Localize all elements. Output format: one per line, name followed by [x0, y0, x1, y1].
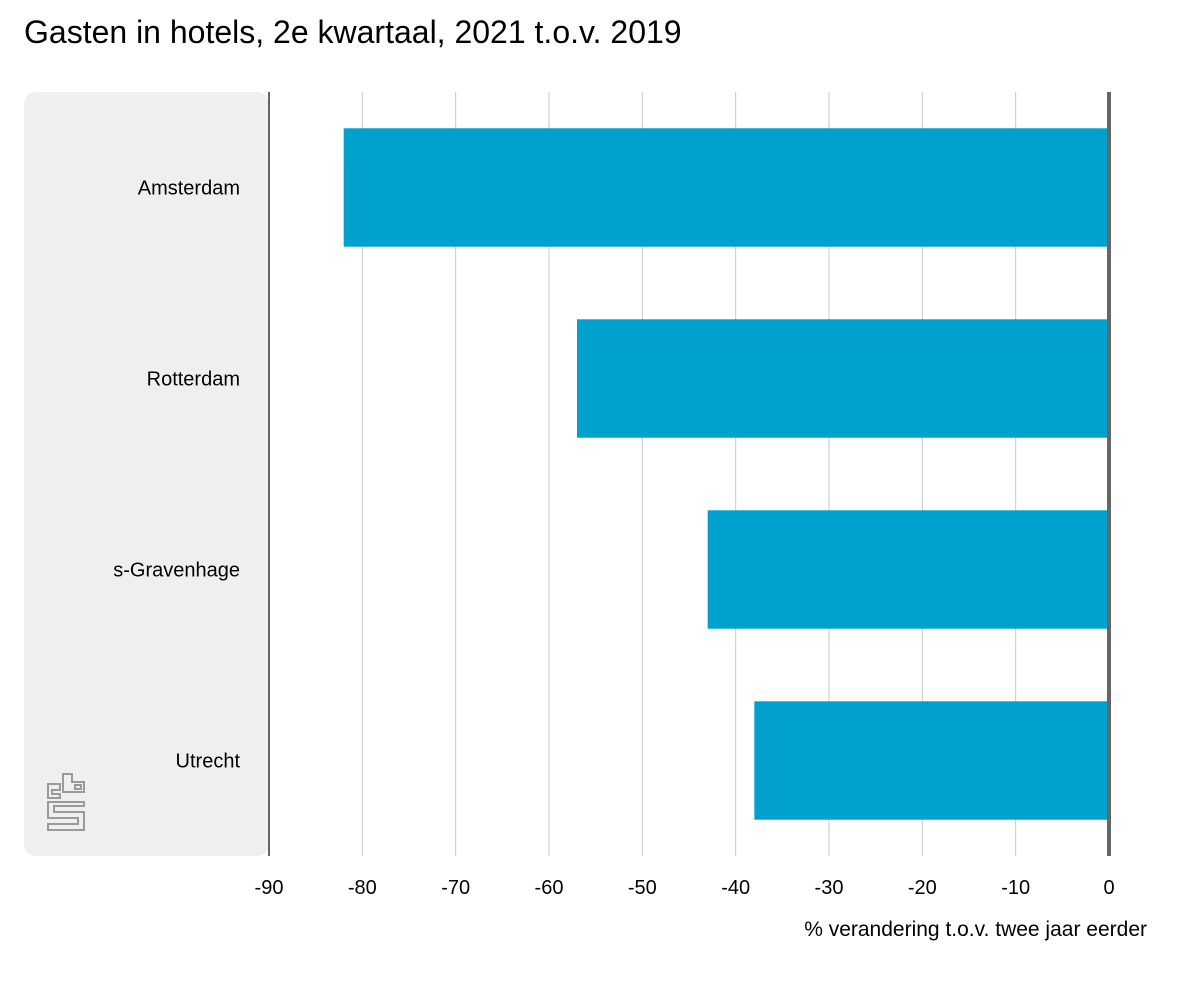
x-tick-label: -70 [441, 877, 470, 899]
x-tick-label: -30 [815, 877, 844, 899]
category-label: Rotterdam [147, 369, 240, 391]
x-axis-label: % verandering t.o.v. twee jaar eerder [804, 918, 1147, 941]
x-tick-label: 0 [1103, 877, 1114, 899]
x-tick-label: -80 [348, 877, 377, 899]
category-label: s-Gravenhage [113, 560, 240, 582]
cbs-logo-icon [47, 773, 85, 831]
x-tick-label: -90 [255, 877, 284, 899]
bar [577, 319, 1109, 438]
x-tick-label: -10 [1001, 877, 1030, 899]
bar [754, 701, 1109, 820]
x-tick-label: -60 [535, 877, 564, 899]
chart-title: Gasten in hotels, 2e kwartaal, 2021 t.o.… [24, 14, 682, 50]
bar [707, 510, 1109, 629]
x-tick-label: -40 [721, 877, 750, 899]
axes [268, 92, 1111, 856]
x-tick-labels: -90 -80 -70 -60 -50 -40 -30 -20 -10 0 [255, 877, 1115, 899]
x-tick-label: -50 [628, 877, 657, 899]
bar-series [343, 128, 1110, 820]
x-tick-label: -20 [908, 877, 937, 899]
category-label-panel [24, 92, 269, 856]
bar [343, 128, 1110, 247]
category-label: Utrecht [176, 751, 241, 773]
category-label: Amsterdam [138, 178, 240, 200]
category-labels: Amsterdam Rotterdam s-Gravenhage Utrecht [113, 178, 240, 773]
